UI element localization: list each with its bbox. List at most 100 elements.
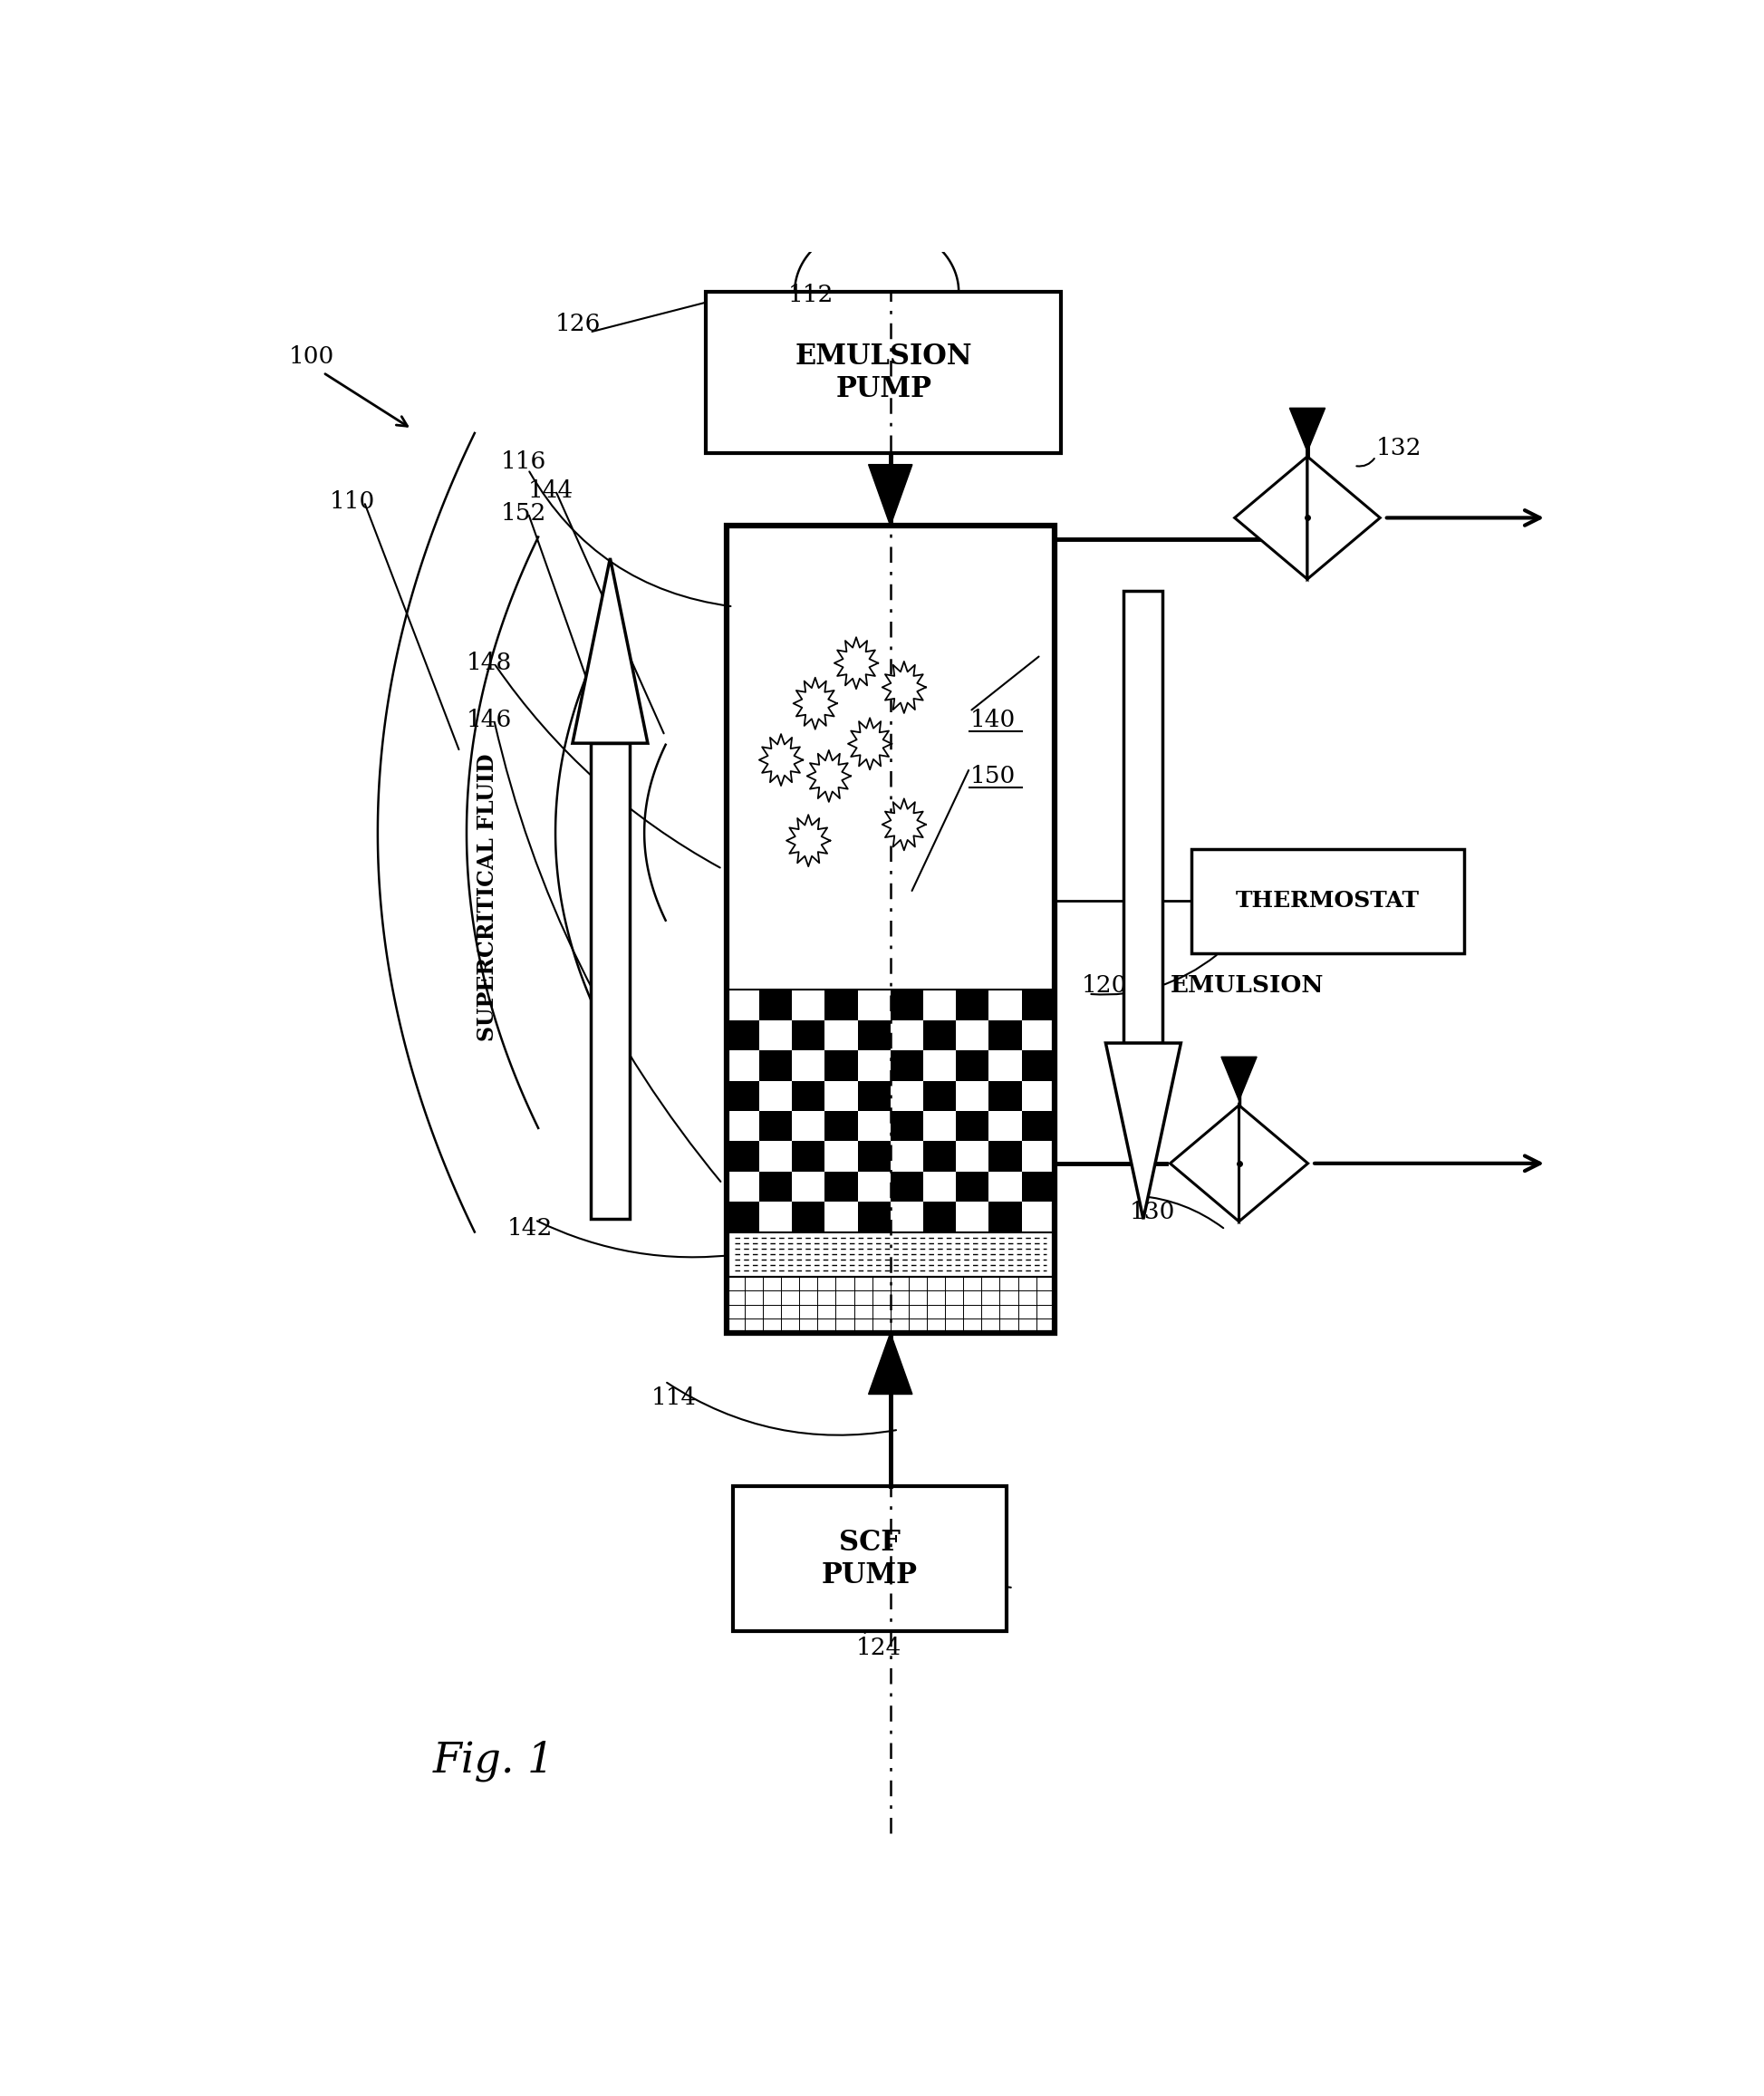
Bar (956, 1111, 990, 1140)
Bar (1018, 1291, 1035, 1304)
Bar (908, 1291, 926, 1304)
Bar (857, 1021, 891, 1050)
Text: Fig. 1: Fig. 1 (432, 1740, 554, 1782)
Bar (963, 1276, 981, 1291)
Bar (1018, 1276, 1035, 1291)
Bar (799, 1276, 817, 1291)
Bar (1000, 1276, 1018, 1291)
Text: 120: 120 (1081, 975, 1127, 998)
Bar (727, 1318, 744, 1333)
Bar (727, 1082, 759, 1111)
Bar (981, 1318, 1000, 1333)
Bar (990, 1140, 1021, 1172)
Bar (963, 1291, 981, 1304)
Polygon shape (868, 465, 912, 526)
Polygon shape (1307, 457, 1379, 578)
Bar (781, 1291, 799, 1304)
Bar (1021, 989, 1055, 1021)
Bar (1035, 1318, 1055, 1333)
Bar (836, 1318, 854, 1333)
Polygon shape (1170, 1105, 1238, 1222)
Bar (817, 1318, 836, 1333)
Bar (981, 1304, 1000, 1318)
Text: 116: 116 (501, 451, 547, 474)
Bar (891, 1318, 908, 1333)
Polygon shape (834, 637, 878, 690)
Bar (762, 1276, 781, 1291)
Bar (727, 526, 1055, 1333)
Bar (826, 1172, 857, 1201)
Bar (963, 1318, 981, 1333)
Bar (744, 1304, 762, 1318)
Bar (727, 526, 1055, 989)
Polygon shape (868, 1333, 912, 1394)
Bar (727, 1021, 759, 1050)
Bar (891, 989, 923, 1021)
Polygon shape (1289, 409, 1325, 451)
Text: THERMOSTAT: THERMOSTAT (1237, 891, 1420, 912)
Bar (871, 1318, 891, 1333)
Bar (727, 1276, 1055, 1333)
Bar (727, 1201, 759, 1232)
Bar (826, 1111, 857, 1140)
Bar (946, 1291, 963, 1304)
Bar (963, 1304, 981, 1318)
Bar (762, 1318, 781, 1333)
Bar (871, 1304, 891, 1318)
Bar (1191, 849, 1464, 954)
Bar (923, 1082, 956, 1111)
Bar (1018, 1304, 1035, 1318)
Text: EMULSION: EMULSION (1171, 975, 1325, 998)
Bar (792, 1140, 826, 1172)
Bar (759, 989, 792, 1021)
Bar (891, 1304, 908, 1318)
Polygon shape (882, 662, 926, 713)
Bar (817, 1276, 836, 1291)
Bar (792, 1082, 826, 1111)
Bar (891, 1050, 923, 1082)
Text: 152: 152 (501, 501, 547, 524)
Bar (923, 1140, 956, 1172)
Bar (926, 1276, 946, 1291)
Polygon shape (759, 734, 803, 786)
Bar (799, 1304, 817, 1318)
Polygon shape (1106, 1044, 1180, 1220)
Bar (1021, 1172, 1055, 1201)
Bar (854, 1291, 871, 1304)
Text: 100: 100 (289, 346, 335, 367)
Text: 114: 114 (651, 1385, 697, 1409)
Bar (857, 1201, 891, 1232)
Bar (836, 1291, 854, 1304)
Bar (836, 1304, 854, 1318)
Bar (1035, 1304, 1055, 1318)
Polygon shape (1238, 1105, 1307, 1222)
Bar (727, 1276, 744, 1291)
Bar (762, 1291, 781, 1304)
Bar (923, 1021, 956, 1050)
Bar (1124, 591, 1162, 1044)
Bar (871, 1291, 891, 1304)
Bar (706, 291, 1062, 453)
Text: 124: 124 (856, 1637, 901, 1658)
Bar (759, 1172, 792, 1201)
Text: 146: 146 (466, 708, 512, 732)
Bar (946, 1304, 963, 1318)
Bar (727, 1291, 744, 1304)
Bar (891, 1276, 908, 1291)
Polygon shape (1235, 457, 1307, 578)
Bar (799, 1291, 817, 1304)
Bar (836, 1276, 854, 1291)
Bar (1000, 1304, 1018, 1318)
Polygon shape (882, 799, 926, 851)
Bar (857, 1140, 891, 1172)
Bar (759, 1050, 792, 1082)
Bar (744, 1318, 762, 1333)
Text: 126: 126 (556, 312, 602, 335)
Bar (926, 1318, 946, 1333)
Bar (871, 1276, 891, 1291)
Text: 132: 132 (1376, 438, 1422, 459)
Text: 140: 140 (970, 708, 1016, 732)
Text: SUPERCRITICAL FLUID: SUPERCRITICAL FLUID (476, 752, 497, 1042)
Bar (956, 989, 990, 1021)
Text: 142: 142 (508, 1216, 554, 1239)
